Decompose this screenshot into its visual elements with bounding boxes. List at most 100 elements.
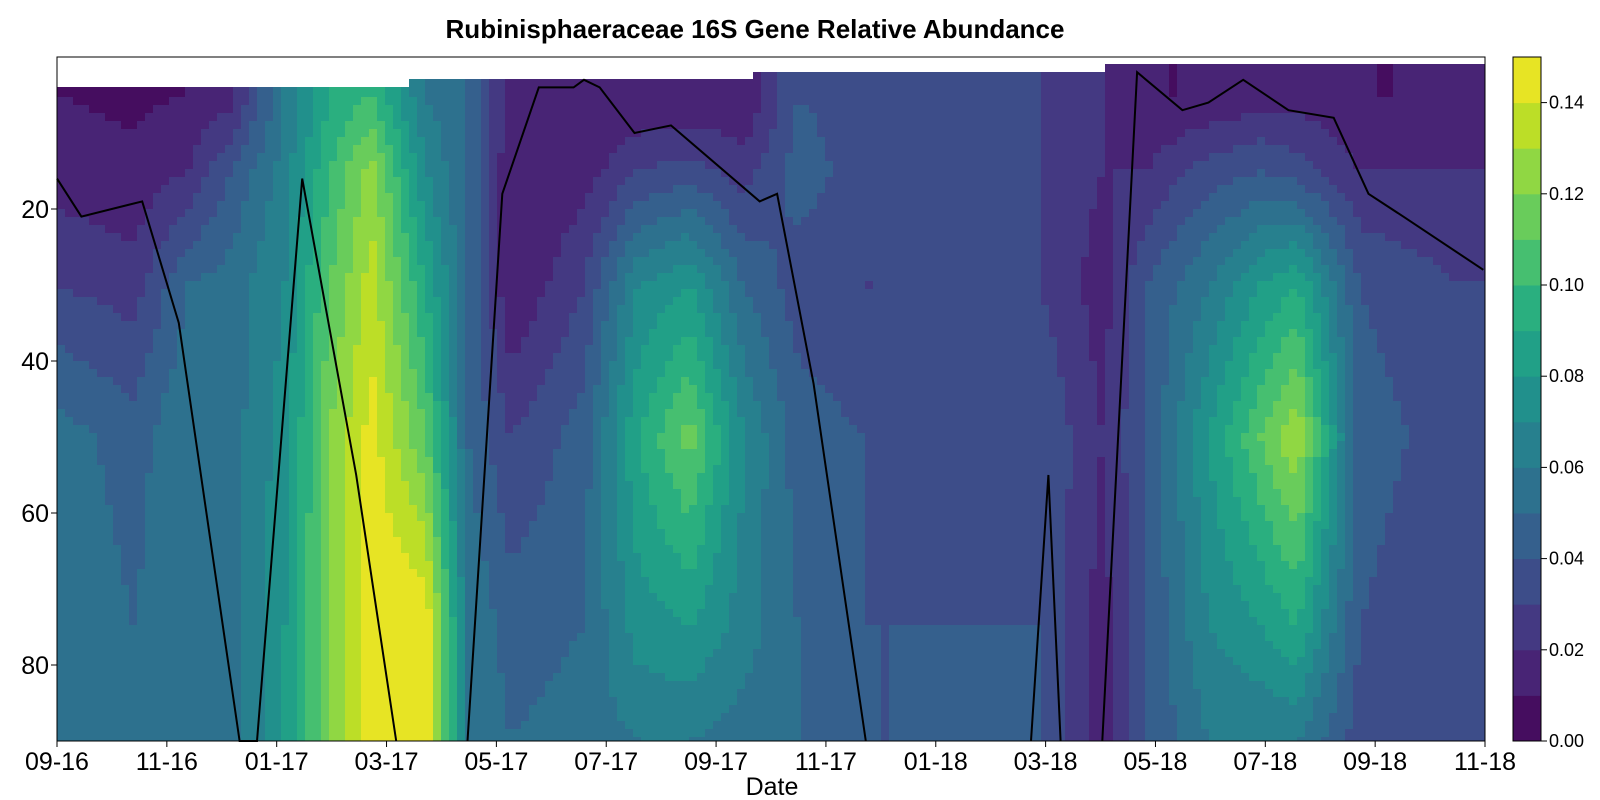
- heatmap-cell: [137, 721, 146, 730]
- heatmap-cell: [345, 337, 354, 346]
- heatmap-cell: [121, 313, 130, 322]
- heatmap-cell: [377, 169, 386, 178]
- heatmap-cell: [321, 337, 330, 346]
- heatmap-cell: [513, 225, 522, 234]
- heatmap-cell: [473, 265, 482, 274]
- heatmap-cell: [321, 257, 330, 266]
- heatmap-cell: [225, 257, 234, 266]
- heatmap-cell: [329, 449, 338, 458]
- heatmap-cell: [377, 337, 386, 346]
- heatmap-cell: [473, 297, 482, 306]
- heatmap-cell: [385, 353, 394, 362]
- heatmap-cell: [377, 665, 386, 674]
- heatmap-cell: [145, 185, 154, 194]
- heatmap-cell: [353, 641, 362, 650]
- heatmap-cell: [145, 601, 154, 610]
- heatmap-cell: [169, 377, 178, 386]
- heatmap-cell: [145, 177, 154, 186]
- heatmap-cell: [241, 561, 250, 570]
- heatmap-cell: [129, 345, 138, 354]
- heatmap-cell: [353, 353, 362, 362]
- heatmap-cell: [241, 625, 250, 634]
- heatmap-cell: [369, 289, 378, 298]
- heatmap-cell: [169, 481, 178, 490]
- heatmap-cell: [209, 361, 218, 370]
- heatmap-cell: [457, 513, 466, 522]
- heatmap-cell: [217, 721, 226, 730]
- heatmap-cell: [105, 225, 114, 234]
- heatmap-cell: [265, 633, 274, 642]
- heatmap-cell: [209, 641, 218, 650]
- heatmap-cell: [497, 441, 506, 450]
- heatmap-cell: [481, 537, 490, 546]
- heatmap-cell: [257, 465, 266, 474]
- heatmap-cell: [481, 281, 490, 290]
- heatmap-cell: [337, 137, 346, 146]
- heatmap-cell: [345, 417, 354, 426]
- heatmap-cell: [337, 521, 346, 530]
- heatmap-cell: [73, 417, 82, 426]
- heatmap-cell: [145, 521, 154, 530]
- heatmap-cell: [337, 249, 346, 258]
- heatmap-cell: [265, 265, 274, 274]
- heatmap-cell: [489, 105, 498, 114]
- heatmap-cell: [289, 641, 298, 650]
- heatmap-cell: [257, 353, 266, 362]
- heatmap-cell: [193, 721, 202, 730]
- heatmap-cell: [81, 529, 90, 538]
- heatmap-cell: [481, 721, 490, 730]
- heatmap-cell: [473, 521, 482, 530]
- heatmap-cell: [201, 513, 210, 522]
- heatmap-cell: [505, 361, 514, 370]
- heatmap-cell: [153, 393, 162, 402]
- heatmap-cell: [481, 513, 490, 522]
- heatmap-cell: [305, 145, 314, 154]
- heatmap-cell: [321, 441, 330, 450]
- heatmap-cell: [353, 201, 362, 210]
- heatmap-cell: [417, 145, 426, 154]
- heatmap-cell: [369, 609, 378, 618]
- heatmap-cell: [249, 633, 258, 642]
- heatmap-cell: [377, 321, 386, 330]
- heatmap-cell: [225, 297, 234, 306]
- heatmap-cell: [169, 169, 178, 178]
- heatmap-cell: [529, 281, 538, 290]
- heatmap-cell: [169, 561, 178, 570]
- heatmap-cell: [313, 369, 322, 378]
- heatmap-cell: [97, 281, 106, 290]
- heatmap-cell: [425, 665, 434, 674]
- heatmap-cell: [265, 201, 274, 210]
- heatmap-cell: [153, 209, 162, 218]
- heatmap-cell: [393, 449, 402, 458]
- heatmap-cell: [529, 313, 538, 322]
- heatmap-cell: [169, 577, 178, 586]
- heatmap-cell: [57, 89, 66, 98]
- heatmap-cell: [473, 513, 482, 522]
- heatmap-cell: [321, 425, 330, 434]
- heatmap-cell: [321, 593, 330, 602]
- heatmap-cell: [313, 305, 322, 314]
- heatmap-cell: [241, 185, 250, 194]
- heatmap-cell: [305, 737, 314, 742]
- heatmap-cell: [145, 209, 154, 218]
- heatmap-cell: [321, 105, 330, 114]
- heatmap-cell: [305, 545, 314, 554]
- heatmap-cell: [369, 249, 378, 258]
- heatmap-cell: [417, 321, 426, 330]
- heatmap-cell: [233, 649, 242, 658]
- heatmap-cell: [377, 569, 386, 578]
- heatmap-cell: [153, 657, 162, 666]
- heatmap-cell: [409, 129, 418, 138]
- heatmap-cell: [217, 545, 226, 554]
- heatmap-cell: [257, 657, 266, 666]
- heatmap-cell: [345, 465, 354, 474]
- heatmap-cell: [249, 145, 258, 154]
- heatmap-cell: [217, 201, 226, 210]
- heatmap-cell: [481, 401, 490, 410]
- heatmap-cell: [297, 105, 306, 114]
- heatmap-cell: [81, 193, 90, 202]
- heatmap-cell: [97, 201, 106, 210]
- heatmap-cell: [465, 633, 474, 642]
- heatmap-cell: [505, 473, 514, 482]
- heatmap-cell: [449, 97, 458, 106]
